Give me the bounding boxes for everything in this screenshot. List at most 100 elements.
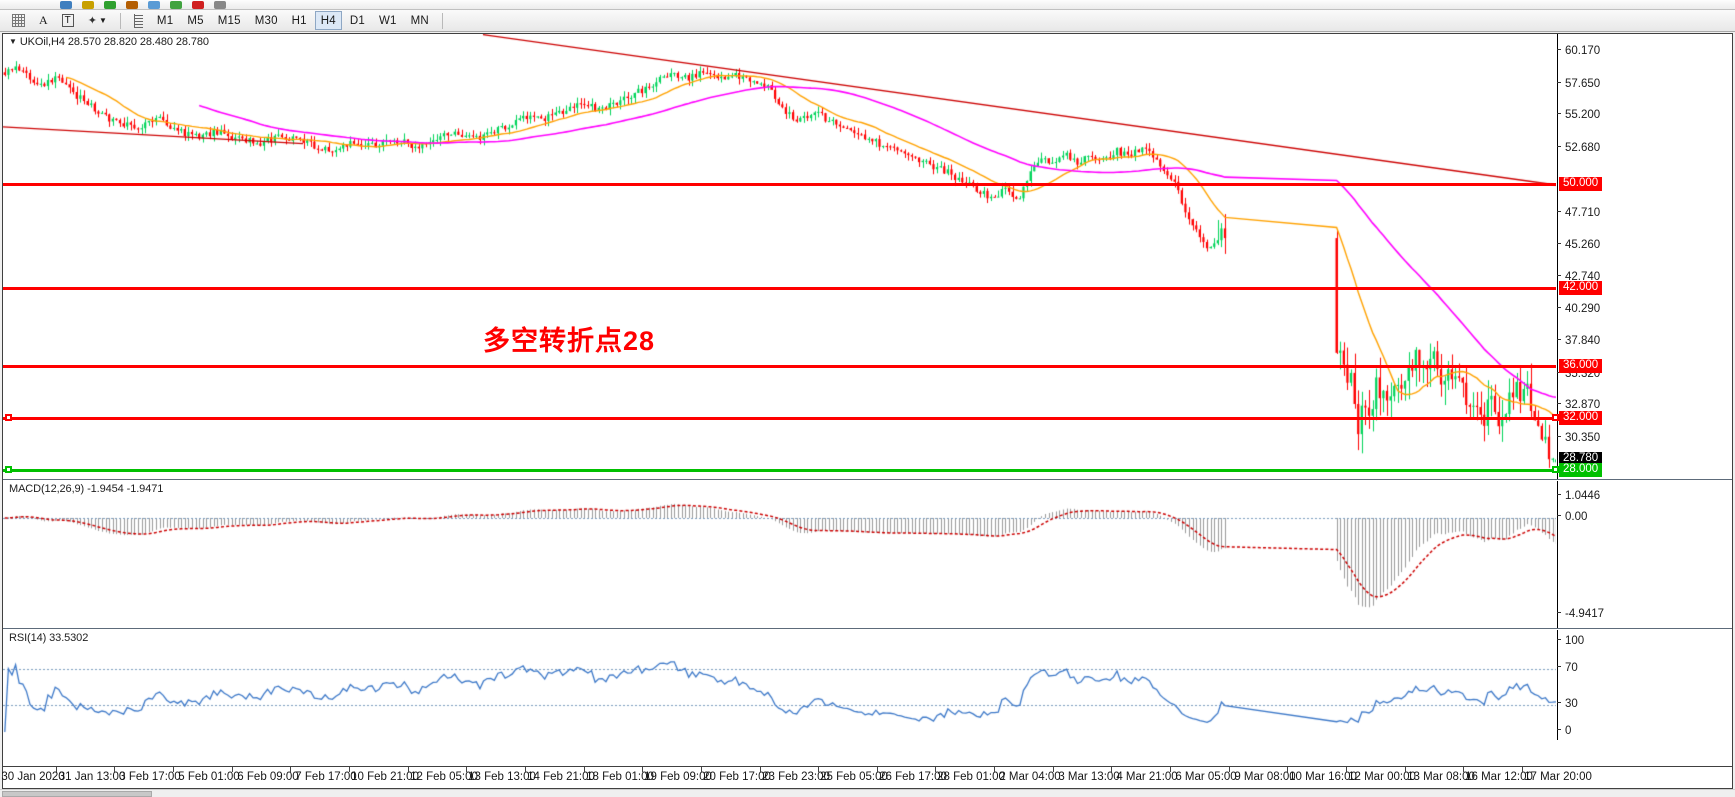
price-tick-label: 47.710 (1557, 207, 1600, 219)
price-tick-label: 60.170 (1557, 45, 1600, 57)
time-axis-label: 7 Feb 17:00 (295, 771, 357, 783)
time-tick (349, 767, 350, 772)
chart-annotation-text[interactable]: 多空转折点28 (483, 326, 656, 356)
time-tick (584, 767, 585, 772)
time-axis-label: 3 Mar 13:00 (1058, 771, 1120, 783)
price-level-line[interactable] (3, 364, 1556, 368)
price-level-tag[interactable]: 28.000 (1559, 462, 1603, 477)
price-pane[interactable]: ▼ UKOil,H4 28.570 28.820 28.480 28.780 60… (3, 34, 1732, 480)
bar-chart-icon[interactable] (126, 1, 138, 9)
level-line-handle[interactable] (5, 465, 12, 473)
price-pane-label-text: UKOil,H4 28.570 28.820 28.480 28.780 (19, 36, 209, 48)
horizontal-scrollbar[interactable] (0, 789, 1735, 797)
price-level-line[interactable] (3, 468, 1556, 472)
timeframe-mn[interactable]: MN (410, 14, 429, 27)
time-axis[interactable]: 30 Jan 2020 31 Jan 13:00 3 Feb 17:00 5 Feb … (1, 767, 1733, 789)
timeframe-w1[interactable]: W1 (379, 14, 397, 27)
time-axis-label: 10 Mar 16:00 (1289, 771, 1357, 783)
chart-toolbar: A T ✦ ▼ M1 M5 M15 M30 H1 H4 D1 W1 MN (0, 10, 1735, 32)
price-level-line[interactable] (3, 416, 1556, 420)
timeframe-d1[interactable]: D1 (349, 14, 365, 27)
label-tool-icon[interactable]: T (56, 11, 80, 30)
time-axis-label: 2 Mar 04:00 (999, 771, 1061, 783)
price-level-line[interactable] (3, 286, 1556, 290)
level-line-handle[interactable] (1552, 413, 1559, 421)
price-plot-area[interactable] (3, 34, 1556, 479)
macd-tick-label: 1.0446 (1557, 490, 1600, 502)
time-axis-label: 28 Feb 01:00 (937, 771, 1005, 783)
collapse-arrow-icon[interactable]: ▼ (9, 37, 17, 46)
time-tick (935, 767, 936, 772)
time-tick (1405, 767, 1406, 772)
timeframe-m30[interactable]: M30 (254, 14, 278, 27)
price-tick-label: 32.870 (1557, 399, 1600, 411)
candle-chart-icon[interactable] (148, 1, 160, 9)
time-axis-label: 13 Feb 13:00 (468, 771, 536, 783)
time-axis-label: 19 Feb 09:00 (644, 771, 712, 783)
time-tick (525, 767, 526, 772)
price-tick-label: 52.680 (1557, 142, 1600, 154)
toolbar-divider (119, 12, 121, 29)
timeframe-m5[interactable]: M5 (187, 14, 204, 27)
time-tick (1463, 767, 1464, 772)
new-order-icon[interactable] (60, 1, 72, 9)
price-tick-label: 40.290 (1557, 303, 1600, 315)
time-axis-label: 30 Jan 2020 (1, 771, 65, 783)
price-level-tag[interactable]: 50.000 (1559, 176, 1603, 191)
macd-plot-area[interactable] (3, 481, 1556, 628)
price-level-tag[interactable]: 36.000 (1559, 358, 1603, 373)
price-tick-label: 45.260 (1557, 239, 1600, 251)
scrollbar-thumb[interactable] (2, 791, 152, 797)
macd-tick-label: 0.00 (1557, 511, 1587, 523)
timeframe-m1[interactable]: M1 (156, 14, 174, 27)
time-tick (642, 767, 643, 772)
rsi-pane[interactable]: RSI(14) 33.5302 100 70 30 0 (3, 630, 1732, 740)
timeframe-h4[interactable]: H4 (314, 11, 342, 30)
time-tick (290, 767, 291, 772)
timeframe-h1[interactable]: H1 (291, 14, 307, 27)
time-axis-label: 6 Mar 05:00 (1175, 771, 1237, 783)
rsi-axis[interactable]: 100 70 30 0 (1557, 630, 1732, 740)
time-tick (466, 767, 467, 772)
magnifier-icon[interactable] (82, 1, 94, 9)
price-tick-label: 42.740 (1557, 271, 1600, 283)
price-axis[interactable]: 60.170 57.650 55.200 52.680 47.710 45.260 42.7… (1557, 34, 1732, 479)
time-axis-label: 12 Feb 05:00 (410, 771, 478, 783)
period-separator-icon[interactable] (128, 11, 149, 30)
time-tick (114, 767, 115, 772)
indicators-icon[interactable]: ✦ ▼ (87, 15, 107, 27)
toolbar-icon-strip (0, 0, 1735, 10)
crosshair-grid-icon[interactable] (6, 11, 31, 30)
price-level-line[interactable] (3, 182, 1556, 186)
macd-axis[interactable]: 1.0446 0.00 -4.9417 (1557, 481, 1732, 628)
time-tick (760, 767, 761, 772)
time-axis-label: 25 Feb 05:00 (820, 771, 888, 783)
rsi-plot-area[interactable] (3, 630, 1556, 740)
time-tick (56, 767, 57, 772)
time-axis-label: 9 Mar 08:00 (1234, 771, 1296, 783)
time-tick (701, 767, 702, 772)
time-tick (173, 767, 174, 772)
time-tick (408, 767, 409, 772)
data-window-icon[interactable] (104, 1, 116, 9)
price-tick-label: 57.650 (1557, 78, 1600, 90)
level-line-handle[interactable] (1552, 465, 1559, 473)
chart-frame[interactable]: ▼ UKOil,H4 28.570 28.820 28.480 28.780 60… (2, 33, 1733, 767)
timeframe-m15[interactable]: M15 (217, 14, 241, 27)
rsi-tick-label: 100 (1557, 635, 1584, 647)
macd-pane[interactable]: MACD(12,26,9) -1.9454 -1.9471 1.0446 0.00… (3, 481, 1732, 629)
time-axis-label: 23 Feb 23:00 (762, 771, 830, 783)
time-axis-label: 3 Feb 17:00 (119, 771, 181, 783)
zoom-in-icon[interactable] (192, 1, 204, 9)
time-tick (1229, 767, 1230, 772)
level-line-handle[interactable] (5, 413, 12, 421)
macd-axis-divider (1557, 481, 1732, 628)
text-tool-icon[interactable]: A (39, 13, 48, 27)
time-axis-label: 31 Jan 13:00 (58, 771, 126, 783)
autoscroll-icon[interactable] (214, 1, 226, 9)
macd-pane-label: MACD(12,26,9) -1.9454 -1.9471 (9, 483, 164, 495)
line-chart-icon[interactable] (170, 1, 182, 9)
price-level-tag[interactable]: 32.000 (1559, 410, 1603, 425)
price-level-tag[interactable]: 42.000 (1559, 280, 1603, 295)
